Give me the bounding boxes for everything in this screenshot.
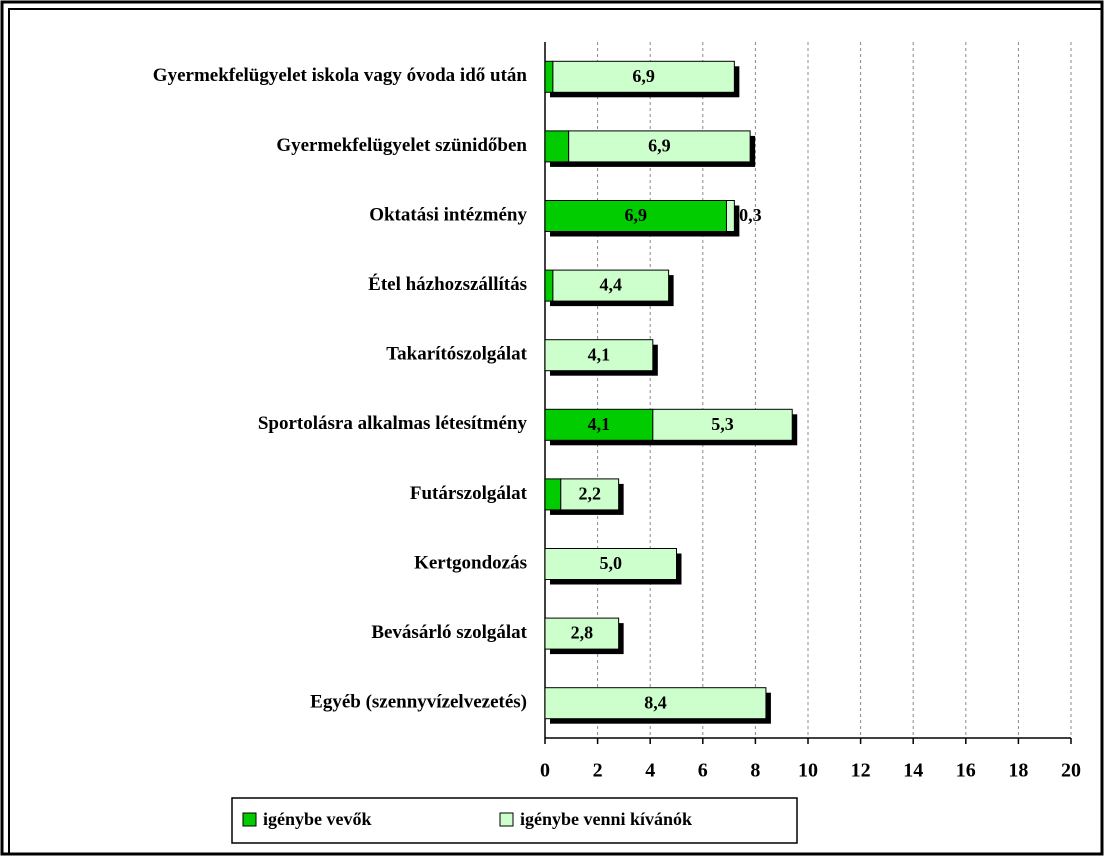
x-tick-label: 18: [1008, 760, 1028, 782]
legend-box: [231, 797, 798, 844]
x-tick-label: 0: [540, 760, 550, 782]
value-label: 5,3: [711, 414, 734, 434]
bar: [544, 269, 554, 302]
x-tick-label: 6: [698, 760, 708, 782]
value-label: 0,3: [739, 205, 762, 225]
inner-frame: [8, 8, 1103, 855]
bar: [652, 408, 793, 441]
x-tick-label: 2: [593, 760, 603, 782]
bar: [544, 60, 554, 93]
x-tick-label: 14: [903, 760, 923, 782]
value-label: 6,9: [624, 205, 647, 225]
category-label: Egyéb (szennyvízelvezetés): [310, 692, 527, 713]
x-tick-label: 12: [851, 760, 871, 782]
category-label: Sportolásra alkalmas létesítmény: [258, 413, 528, 434]
legend-swatch: [499, 812, 514, 827]
x-tick-label: 4: [645, 760, 655, 782]
legend-label: igénybe venni kívánók: [520, 809, 692, 829]
value-label: 6,9: [648, 136, 671, 156]
category-label: Futárszolgálat: [410, 483, 528, 504]
bar: [544, 130, 570, 163]
category-label: Oktatási intézmény: [369, 204, 527, 225]
bar: [552, 60, 735, 93]
value-label: 4,4: [600, 275, 623, 295]
bar: [544, 339, 654, 372]
bar: [552, 269, 670, 302]
legend-label: igénybe vevők: [263, 809, 372, 829]
x-tick-label: 8: [750, 760, 760, 782]
x-tick-label: 20: [1061, 760, 1081, 782]
x-tick-label: 16: [956, 760, 976, 782]
value-label: 6,9: [632, 66, 655, 86]
value-label: 4,1: [588, 414, 611, 434]
x-tick-label: 10: [798, 760, 818, 782]
value-label: 4,1: [588, 344, 611, 364]
category-label: Gyermekfelügyelet szünidőben: [276, 135, 527, 156]
value-label: 5,0: [600, 553, 623, 573]
category-label: Étel házhozszállítás: [368, 273, 527, 295]
category-label: Gyermekfelügyelet iskola vagy óvoda idő …: [153, 65, 528, 86]
category-label: Takarítószolgálat: [386, 344, 527, 365]
bar: [544, 687, 767, 720]
legend-swatch: [242, 812, 257, 827]
bar: [544, 548, 677, 580]
bar: [544, 617, 620, 650]
value-label: 8,4: [644, 692, 667, 712]
category-label: Bevásárló szolgálat: [371, 622, 527, 643]
bar: [725, 200, 735, 232]
bar: [568, 130, 751, 163]
bar: [544, 408, 654, 441]
bar: [560, 478, 620, 511]
category-label: Kertgondozás: [414, 552, 527, 573]
value-label: 2,2: [578, 484, 601, 504]
value-label: 2,8: [571, 623, 594, 643]
bar: [544, 478, 562, 511]
